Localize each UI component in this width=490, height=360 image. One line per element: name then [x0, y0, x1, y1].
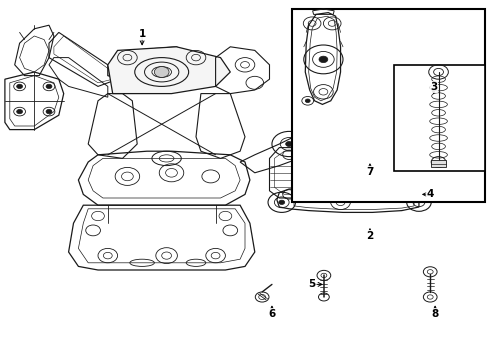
- Bar: [394, 65, 485, 171]
- Text: 5: 5: [309, 279, 316, 289]
- Text: 4: 4: [426, 189, 434, 199]
- Circle shape: [305, 99, 310, 103]
- Circle shape: [17, 84, 23, 89]
- Text: 1: 1: [139, 29, 146, 39]
- Circle shape: [279, 200, 285, 204]
- Circle shape: [46, 84, 52, 89]
- Text: 7: 7: [366, 167, 374, 177]
- Circle shape: [319, 56, 328, 63]
- Text: 8: 8: [432, 309, 439, 319]
- Circle shape: [17, 109, 23, 114]
- Text: 2: 2: [367, 231, 373, 241]
- Circle shape: [154, 67, 169, 77]
- Polygon shape: [108, 47, 230, 94]
- Circle shape: [46, 109, 52, 114]
- Circle shape: [361, 166, 365, 169]
- Bar: [431, 160, 446, 167]
- Text: 6: 6: [269, 309, 275, 319]
- Bar: [292, 9, 485, 202]
- Circle shape: [286, 141, 293, 147]
- Text: 3: 3: [430, 82, 437, 92]
